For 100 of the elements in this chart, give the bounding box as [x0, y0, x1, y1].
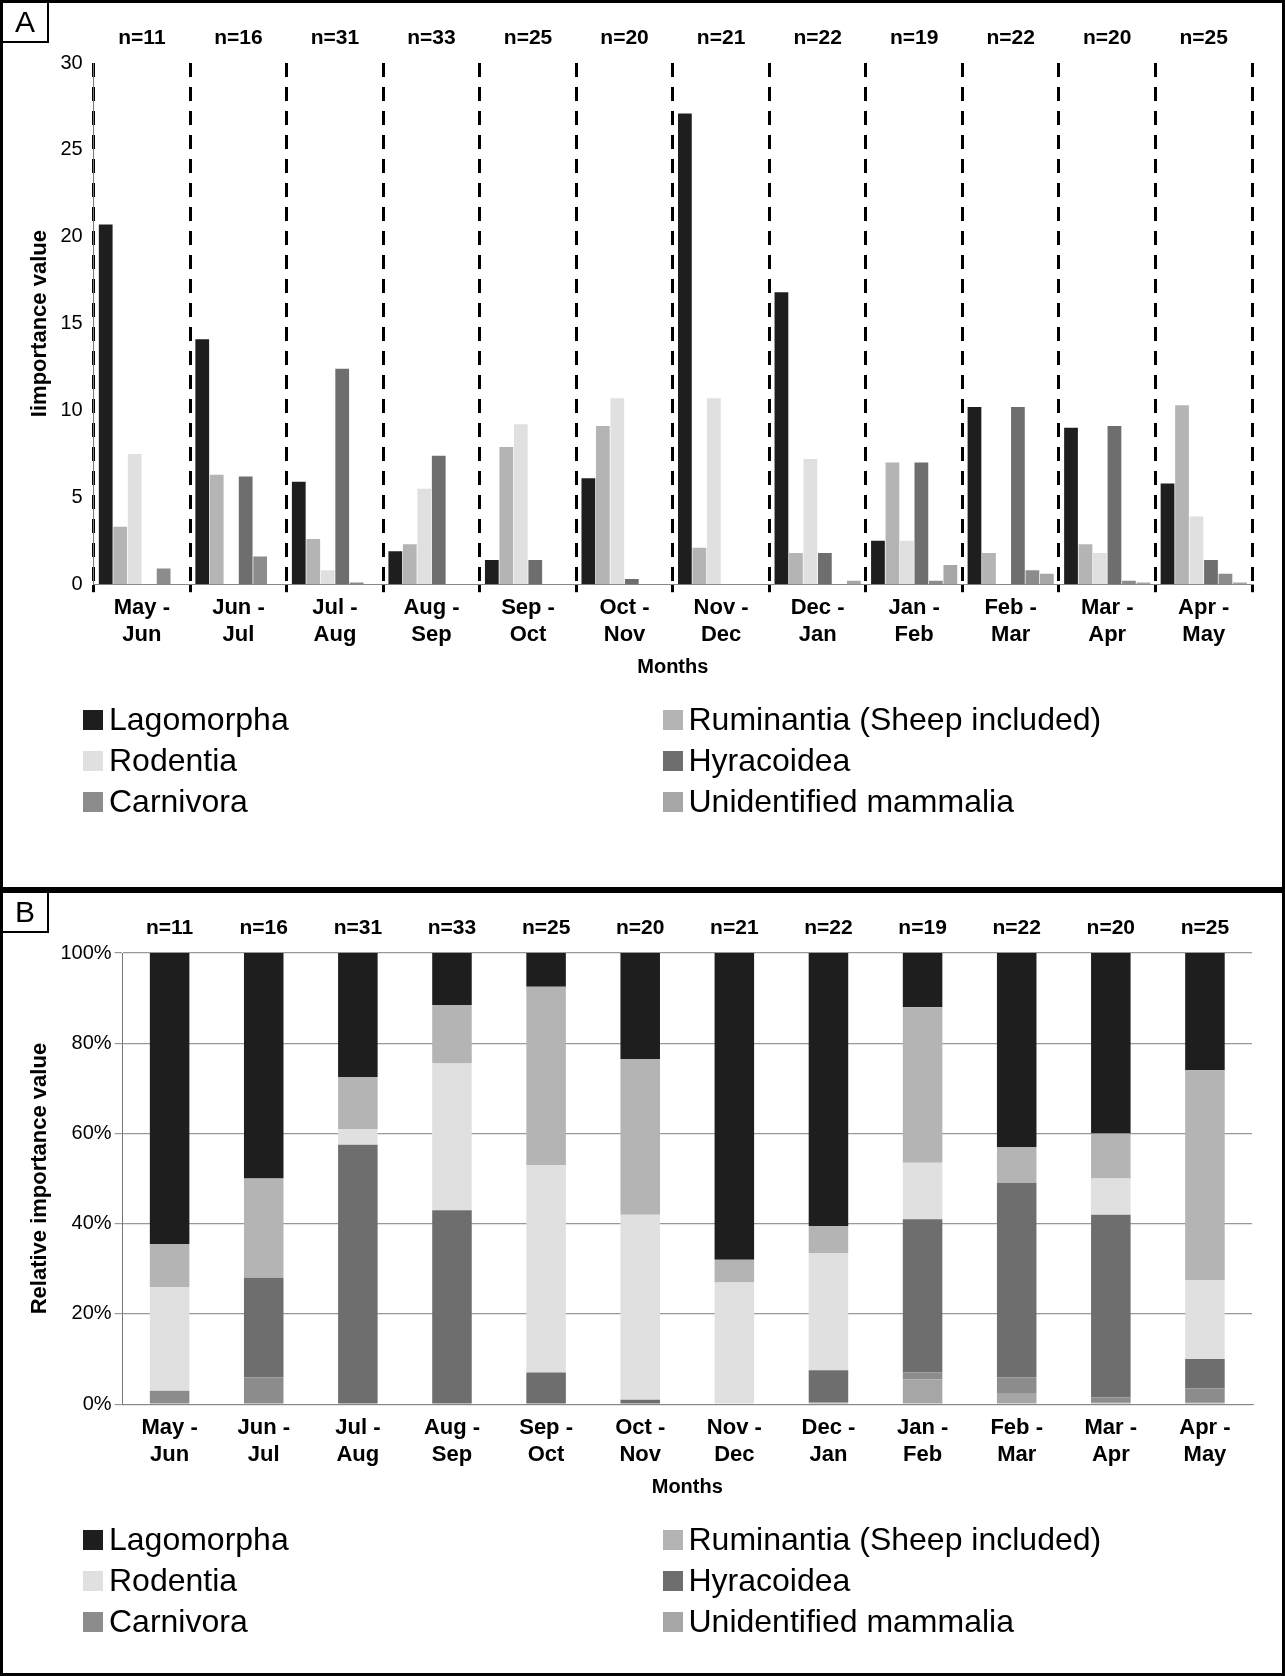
y-tick-label: 30	[60, 50, 83, 73]
y-tick-label: 15	[60, 311, 83, 334]
text: n=21	[710, 915, 759, 939]
bar	[817, 552, 832, 585]
y-tick-label: 5	[71, 484, 83, 507]
bar	[714, 1282, 755, 1404]
bar	[1185, 1070, 1225, 1281]
bar	[149, 1286, 190, 1391]
bar	[499, 446, 514, 585]
x-tick-label: Jun - Jul	[212, 594, 265, 646]
bar	[967, 406, 982, 585]
bar	[431, 455, 446, 585]
text: n=22	[793, 25, 842, 49]
bar	[1064, 427, 1078, 585]
bar	[871, 540, 885, 585]
bar	[996, 953, 1037, 1148]
chart-title: B	[3, 893, 50, 933]
bar	[1185, 1280, 1225, 1360]
bar	[526, 953, 566, 987]
bar	[620, 953, 660, 1060]
bar	[620, 1059, 660, 1215]
bar	[1185, 1359, 1225, 1389]
y-tick-label: 80%	[71, 1030, 112, 1053]
x-tick-label: Dec - Jan	[801, 1414, 856, 1466]
text: n=22	[992, 915, 1041, 939]
x-tick-label: Mar - Apr	[1084, 1414, 1138, 1466]
bar	[808, 1225, 849, 1254]
bar	[581, 478, 596, 585]
text: n=16	[214, 25, 263, 49]
text: n=11	[145, 915, 194, 939]
bar	[943, 565, 958, 585]
bar	[902, 1162, 943, 1220]
text: n=31	[310, 25, 360, 49]
bar	[526, 1165, 566, 1373]
y-tick-label: 40%	[71, 1211, 112, 1234]
text: n=22	[804, 915, 853, 939]
bar	[620, 1399, 660, 1404]
bar	[789, 552, 803, 585]
bar	[808, 1253, 849, 1371]
bar	[808, 953, 849, 1226]
bar	[1091, 1133, 1131, 1179]
bar	[149, 1244, 190, 1287]
bar	[338, 1077, 378, 1129]
text: n=22	[986, 25, 1035, 49]
bar	[1040, 573, 1054, 585]
x-tick-label: Aug - Sep	[403, 594, 460, 646]
bar	[528, 559, 543, 585]
bar	[526, 986, 566, 1166]
bar	[692, 547, 707, 585]
x-tick-label: Oct - Nov	[599, 594, 650, 646]
bar	[1185, 953, 1225, 1071]
bar	[902, 1219, 943, 1373]
bar	[610, 398, 625, 585]
bar	[900, 540, 914, 585]
x-tick-label: Nov - Dec	[693, 594, 749, 646]
bar	[678, 113, 692, 585]
y-axis-title: Iimportance value	[26, 230, 52, 418]
bar	[996, 1147, 1037, 1184]
bar	[338, 1144, 378, 1404]
bar	[526, 1372, 566, 1404]
x-tick-label: Mar - Apr	[1080, 594, 1134, 646]
bar	[320, 570, 335, 585]
bar	[1093, 552, 1107, 585]
text: n=20	[600, 25, 649, 49]
bar	[1189, 516, 1204, 585]
y-axis-title: Relative importance value	[26, 1042, 52, 1315]
bar	[902, 1007, 943, 1163]
bar	[982, 552, 996, 585]
text: n=20	[1086, 915, 1136, 939]
legend-label: Ruminantia (Sheep included)	[688, 1521, 1102, 1558]
text: n=19	[898, 915, 947, 939]
bar	[1160, 483, 1175, 585]
bar	[902, 953, 943, 1008]
bar	[243, 953, 284, 1179]
chart-title: A	[3, 3, 50, 43]
bar	[1011, 406, 1025, 585]
y-tick-label: 20	[60, 224, 83, 247]
text: n=20	[1082, 25, 1132, 49]
text: n=16	[239, 915, 288, 939]
text: n=33	[427, 915, 477, 939]
bar	[432, 1004, 472, 1064]
bar	[595, 426, 610, 585]
x-tick-label: Sep - Oct	[501, 594, 555, 646]
bar	[1175, 405, 1189, 585]
text: n=25	[1180, 915, 1230, 939]
bar	[1078, 544, 1093, 585]
legend-label: Lagomorpha	[109, 1521, 289, 1558]
x-tick-label: Jul - Aug	[335, 1414, 381, 1466]
x-tick-label: Apr - May	[1179, 1414, 1231, 1466]
bar	[1185, 1388, 1225, 1402]
bar	[914, 462, 929, 585]
x-tick-label: Sep - Oct	[519, 1414, 573, 1466]
bar	[113, 526, 128, 585]
x-axis-title: Months	[637, 654, 709, 677]
bar	[1091, 1178, 1131, 1215]
x-tick-label: Dec - Jan	[790, 594, 845, 646]
legend-label: Unidentified mammalia	[688, 1603, 1014, 1640]
y-tick-label: 0%	[82, 1391, 112, 1414]
x-tick-label: Oct - Nov	[615, 1414, 666, 1466]
legend-label: Carnivora	[109, 1603, 248, 1640]
